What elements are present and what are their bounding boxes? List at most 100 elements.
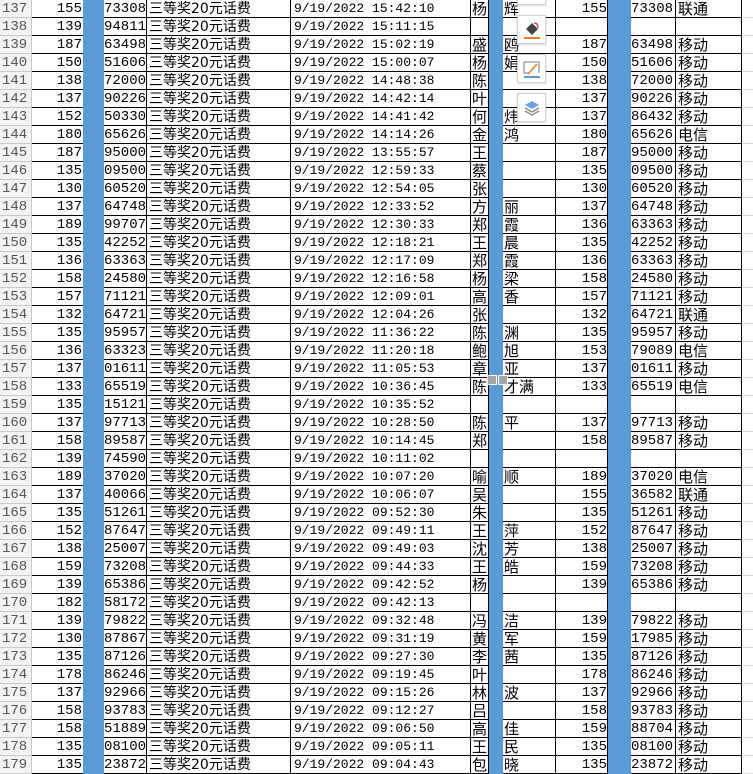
- empty-cell[interactable]: [742, 504, 753, 522]
- given-name-cell[interactable]: [503, 666, 556, 684]
- given-name-cell[interactable]: 洁: [503, 612, 556, 630]
- recipient-prefix-cell[interactable]: 152: [556, 522, 608, 540]
- surname-cell[interactable]: 郑: [471, 252, 489, 270]
- empty-cell[interactable]: [742, 522, 753, 540]
- empty-cell[interactable]: [742, 288, 753, 306]
- recipient-prefix-cell[interactable]: 189: [556, 468, 608, 486]
- phone-suffix-cell[interactable]: 73308: [104, 0, 147, 18]
- prize-cell[interactable]: 三等奖20元话费: [147, 234, 291, 252]
- timestamp-cell[interactable]: 9/19/2022 14:48:38: [291, 72, 471, 90]
- empty-cell[interactable]: [742, 252, 753, 270]
- given-name-cell[interactable]: 梁: [503, 270, 556, 288]
- timestamp-cell[interactable]: 9/19/2022 09:05:11: [291, 738, 471, 756]
- timestamp-cell[interactable]: 9/19/2022 11:20:18: [291, 342, 471, 360]
- phone-suffix-cell[interactable]: 95957: [104, 324, 147, 342]
- empty-cell[interactable]: [742, 666, 753, 684]
- recipient-prefix-cell[interactable]: 139: [556, 612, 608, 630]
- empty-cell[interactable]: [742, 756, 753, 774]
- surname-cell[interactable]: 叶: [471, 90, 489, 108]
- phone-suffix-cell[interactable]: 42252: [104, 234, 147, 252]
- surname-cell[interactable]: 张: [471, 306, 489, 324]
- carrier-cell[interactable]: [676, 594, 742, 612]
- recipient-prefix-cell[interactable]: 158: [556, 702, 608, 720]
- surname-cell[interactable]: 章: [471, 360, 489, 378]
- given-name-cell[interactable]: 民: [503, 738, 556, 756]
- carrier-cell[interactable]: 移动: [676, 756, 742, 774]
- recipient-suffix-cell[interactable]: 23872: [631, 756, 676, 774]
- phone-suffix-cell[interactable]: 63363: [104, 252, 147, 270]
- recipient-prefix-cell[interactable]: 159: [556, 558, 608, 576]
- empty-cell[interactable]: [742, 90, 753, 108]
- timestamp-cell[interactable]: 9/19/2022 12:33:52: [291, 198, 471, 216]
- phone-prefix-cell[interactable]: 158: [32, 720, 84, 738]
- prize-cell[interactable]: 三等奖20元话费: [147, 36, 291, 54]
- border-button[interactable]: [517, 54, 546, 83]
- carrier-cell[interactable]: [676, 18, 742, 36]
- surname-cell[interactable]: 张: [471, 180, 489, 198]
- recipient-suffix-cell[interactable]: 73308: [631, 0, 676, 18]
- phone-prefix-cell[interactable]: 130: [32, 630, 84, 648]
- layers-button[interactable]: [517, 93, 546, 122]
- phone-prefix-cell[interactable]: 137: [32, 360, 84, 378]
- timestamp-cell[interactable]: 9/19/2022 09:31:19: [291, 630, 471, 648]
- recipient-prefix-cell[interactable]: 139: [556, 576, 608, 594]
- timestamp-cell[interactable]: 9/19/2022 13:55:57: [291, 144, 471, 162]
- resize-handle-right[interactable]: [498, 375, 508, 385]
- carrier-cell[interactable]: 移动: [676, 216, 742, 234]
- recipient-prefix-cell[interactable]: 138: [556, 540, 608, 558]
- prize-cell[interactable]: 三等奖20元话费: [147, 612, 291, 630]
- timestamp-cell[interactable]: 9/19/2022 10:36:45: [291, 378, 471, 396]
- phone-suffix-cell[interactable]: 24580: [104, 270, 147, 288]
- empty-cell[interactable]: [742, 648, 753, 666]
- recipient-prefix-cell[interactable]: 135: [556, 162, 608, 180]
- phone-prefix-cell[interactable]: 152: [32, 522, 84, 540]
- surname-cell[interactable]: 喻: [471, 468, 489, 486]
- recipient-prefix-cell[interactable]: 159: [556, 630, 608, 648]
- given-name-cell[interactable]: [503, 180, 556, 198]
- surname-cell[interactable]: 黄: [471, 630, 489, 648]
- highlighted-column-f[interactable]: [489, 0, 503, 774]
- carrier-cell[interactable]: 移动: [676, 432, 742, 450]
- surname-cell[interactable]: 鲍: [471, 342, 489, 360]
- carrier-cell[interactable]: 移动: [676, 666, 742, 684]
- highlighted-column-h[interactable]: [608, 0, 631, 774]
- recipient-suffix-cell[interactable]: 09500: [631, 162, 676, 180]
- toolbar-button-top[interactable]: [517, 0, 546, 5]
- phone-suffix-cell[interactable]: 65386: [104, 576, 147, 594]
- prize-cell[interactable]: 三等奖20元话费: [147, 558, 291, 576]
- empty-cell[interactable]: [742, 468, 753, 486]
- prize-cell[interactable]: 三等奖20元话费: [147, 72, 291, 90]
- timestamp-cell[interactable]: 9/19/2022 10:06:07: [291, 486, 471, 504]
- surname-cell[interactable]: 杨: [471, 270, 489, 288]
- recipient-suffix-cell[interactable]: [631, 396, 676, 414]
- phone-suffix-cell[interactable]: 87647: [104, 522, 147, 540]
- given-name-cell[interactable]: [503, 72, 556, 90]
- given-name-cell[interactable]: 晓: [503, 756, 556, 774]
- surname-cell[interactable]: 包: [471, 756, 489, 774]
- given-name-cell[interactable]: 才满: [503, 378, 556, 396]
- empty-cell[interactable]: [742, 180, 753, 198]
- timestamp-cell[interactable]: 9/19/2022 09:42:13: [291, 594, 471, 612]
- given-name-cell[interactable]: 鸥: [503, 36, 556, 54]
- phone-suffix-cell[interactable]: 64748: [104, 198, 147, 216]
- surname-cell[interactable]: 陈: [471, 324, 489, 342]
- empty-cell[interactable]: [742, 0, 753, 18]
- prize-cell[interactable]: 三等奖20元话费: [147, 738, 291, 756]
- phone-suffix-cell[interactable]: 08100: [104, 738, 147, 756]
- timestamp-cell[interactable]: 9/19/2022 12:18:21: [291, 234, 471, 252]
- recipient-prefix-cell[interactable]: 157: [556, 288, 608, 306]
- surname-cell[interactable]: 杨: [471, 0, 489, 18]
- given-name-cell[interactable]: 佳: [503, 720, 556, 738]
- phone-suffix-cell[interactable]: 90226: [104, 90, 147, 108]
- recipient-prefix-cell[interactable]: 158: [556, 432, 608, 450]
- timestamp-cell[interactable]: 9/19/2022 12:04:26: [291, 306, 471, 324]
- surname-cell[interactable]: 吴: [471, 486, 489, 504]
- recipient-suffix-cell[interactable]: 36582: [631, 486, 676, 504]
- carrier-cell[interactable]: 移动: [676, 612, 742, 630]
- phone-suffix-cell[interactable]: 63498: [104, 36, 147, 54]
- empty-cell[interactable]: [742, 378, 753, 396]
- timestamp-cell[interactable]: 9/19/2022 09:44:33: [291, 558, 471, 576]
- timestamp-cell[interactable]: 9/19/2022 09:04:43: [291, 756, 471, 774]
- carrier-cell[interactable]: 移动: [676, 252, 742, 270]
- prize-cell[interactable]: 三等奖20元话费: [147, 270, 291, 288]
